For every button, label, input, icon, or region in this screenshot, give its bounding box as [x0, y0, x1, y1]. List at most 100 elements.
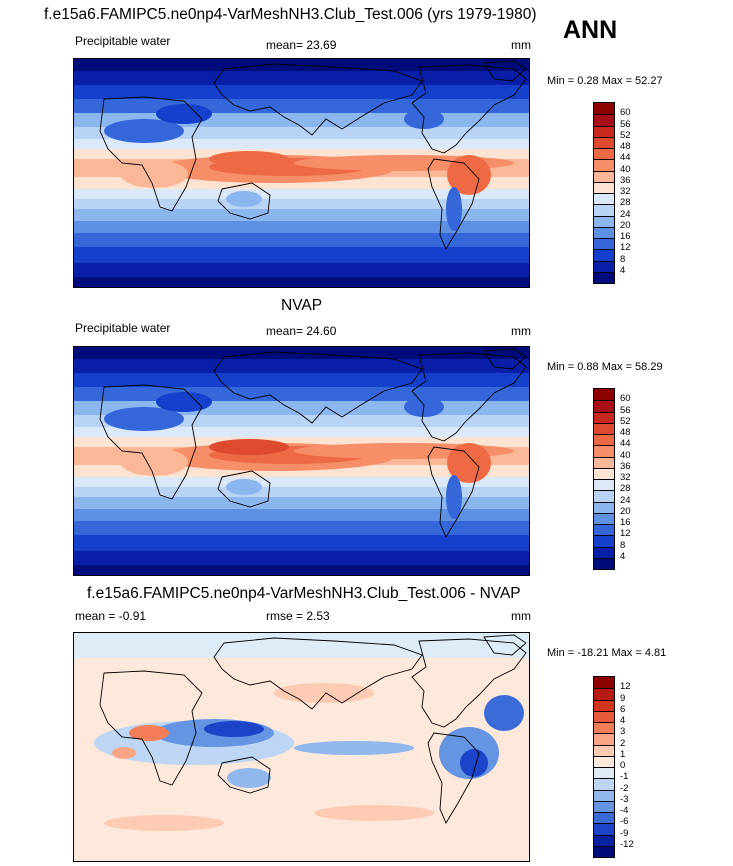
latitude-band	[74, 535, 529, 551]
colorbar-segment	[594, 755, 614, 767]
positive-contour	[274, 683, 374, 703]
colorbar-label: 12	[620, 528, 631, 540]
latitude-band	[74, 233, 529, 247]
coastline	[483, 60, 527, 82]
colorbar-label: 32	[620, 472, 631, 483]
colorbar-segment	[594, 733, 614, 745]
coastline	[213, 63, 423, 136]
colorbar-segment	[594, 688, 614, 700]
coastline	[217, 756, 271, 794]
colorbar-segment	[594, 812, 614, 824]
panel1-map	[73, 58, 530, 288]
colorbar-label: 6	[620, 703, 626, 715]
positive-contour	[104, 815, 224, 831]
colorbar-label: -3	[620, 793, 629, 805]
colorbar-label: 40	[620, 163, 631, 175]
colorbar-segment	[594, 699, 614, 711]
panel3-colorbar: 12 9 6 4 3 2 1 0 -1 -2 -3 -4 -6 -9 -12	[593, 676, 634, 858]
coastline	[483, 634, 527, 656]
panel2-mean-label: mean= 24.60	[266, 324, 337, 338]
coastline	[217, 470, 271, 508]
coastline	[99, 670, 203, 786]
colorbar-segment	[594, 501, 614, 513]
latitude-band	[74, 221, 529, 233]
colorbar-box	[593, 388, 615, 570]
colorbar-segment	[594, 204, 614, 216]
colorbar-segment	[594, 445, 614, 457]
colorbar-segment	[594, 767, 614, 779]
colorbar-box	[593, 676, 615, 858]
tibet-dry-contour	[156, 104, 212, 124]
colorbar-label: 48	[620, 141, 631, 152]
colorbar-label: -6	[620, 816, 629, 828]
colorbar-segment	[594, 744, 614, 756]
panel2-title: NVAP	[281, 297, 323, 314]
colorbar-label: 44	[620, 438, 631, 450]
latitude-band	[74, 85, 529, 99]
colorbar-segment	[594, 535, 614, 547]
latitude-band	[74, 373, 529, 387]
colorbar-segment	[594, 456, 614, 468]
colorbar-label: 4	[620, 550, 626, 562]
coastline	[213, 637, 423, 710]
colorbar-label: 48	[620, 427, 631, 438]
page-title: f.e15a6.FAMIPC5.ne0np4-VarMeshNH3.Club_T…	[44, 6, 537, 23]
colorbar-label: 24	[620, 208, 631, 220]
colorbar-segment	[594, 845, 614, 857]
coastline	[99, 96, 203, 212]
panel3-rmse-label: rmse = 2.53	[266, 609, 330, 623]
colorbar-label: 3	[620, 726, 626, 738]
latitude-band	[74, 189, 529, 199]
colorbar-label: -2	[620, 782, 629, 794]
colorbar-segment	[594, 778, 614, 790]
colorbar-label: 9	[620, 692, 626, 704]
colorbar-segment	[594, 422, 614, 434]
coastline	[427, 158, 480, 250]
colorbar-label: 36	[620, 460, 631, 472]
panel2-minmax-label: Min = 0.88 Max = 58.29	[547, 361, 663, 373]
colorbar-segment	[594, 103, 614, 115]
colorbar-segment	[594, 226, 614, 238]
latitude-band	[74, 263, 529, 277]
panel3-units-label: mm	[511, 609, 531, 623]
panel3-map	[73, 632, 530, 862]
colorbar-label: 12	[620, 242, 631, 254]
negative-contour	[294, 741, 414, 755]
colorbar-label: 60	[620, 393, 631, 405]
latitude-band	[74, 71, 529, 85]
colorbar-segment	[594, 490, 614, 502]
colorbar-segment	[594, 546, 614, 558]
colorbar-label: 8	[620, 253, 626, 265]
positive-contour	[314, 805, 434, 821]
colorbar-segment	[594, 260, 614, 272]
latitude-band	[74, 127, 529, 139]
colorbar-label: 0	[620, 760, 626, 771]
colorbar-segment	[594, 114, 614, 126]
colorbar-label: -1	[620, 771, 629, 783]
colorbar-box	[593, 102, 615, 284]
panel1-contour-plot	[74, 59, 529, 287]
colorbar-segment	[594, 271, 614, 283]
negative-contour	[460, 749, 488, 777]
colorbar-segment	[594, 148, 614, 160]
colorbar-label: 16	[620, 517, 631, 528]
colorbar-segment	[594, 512, 614, 524]
colorbar-segment	[594, 677, 614, 689]
panel2-units-label: mm	[511, 324, 531, 338]
panel1-units-label: mm	[511, 38, 531, 52]
colorbar-segment	[594, 159, 614, 171]
colorbar-label: 16	[620, 231, 631, 242]
colorbar-segment	[594, 710, 614, 722]
panel3-title: f.e15a6.FAMIPC5.ne0np4-VarMeshNH3.Club_T…	[87, 585, 521, 602]
panel1-variable-label: Precipitable water	[75, 34, 171, 48]
colorbar-label: 40	[620, 449, 631, 461]
colorbar-label: 56	[620, 404, 631, 416]
positive-contour	[129, 725, 169, 741]
africa-contour	[120, 160, 188, 188]
andes-dry-contour	[446, 187, 462, 231]
coastline	[483, 348, 527, 370]
latitude-band	[74, 497, 529, 509]
antarctic-contour	[74, 838, 529, 861]
latitude-band	[74, 99, 529, 113]
colorbar-label: 56	[620, 118, 631, 130]
